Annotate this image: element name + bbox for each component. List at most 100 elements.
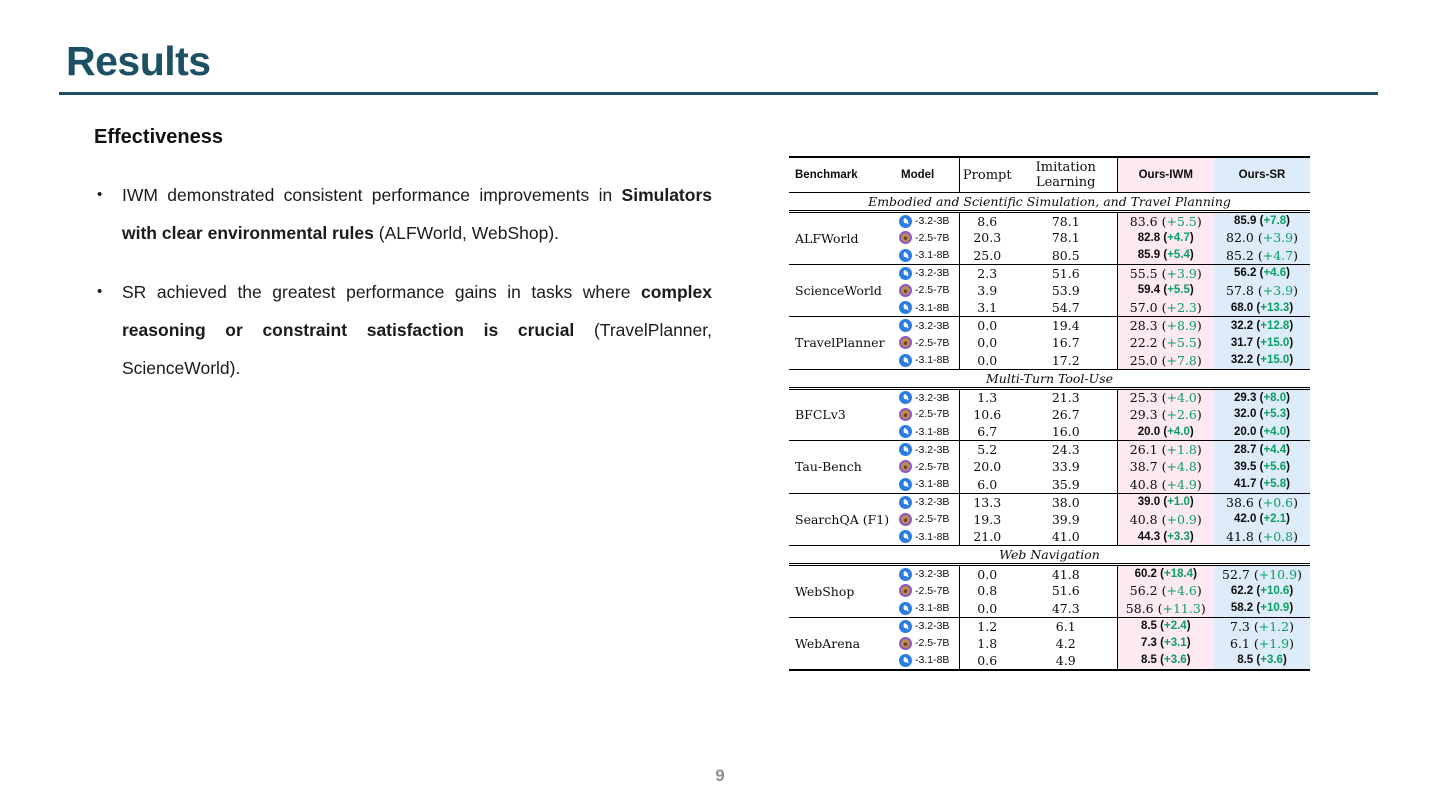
llama-icon bbox=[899, 266, 912, 280]
prompt-score: 3.9 bbox=[958, 281, 1015, 299]
imitation-learning-score: 53.9 bbox=[1051, 282, 1080, 298]
ours-sr-score: 42.0 (+2.1) bbox=[1214, 510, 1310, 528]
ours-sr-score: 31.7 (+15.0) bbox=[1214, 334, 1310, 352]
score-delta: +1.2 bbox=[1258, 618, 1290, 634]
score-value: 39.5 bbox=[1234, 460, 1257, 473]
table-row: -3.1-8B 3.1 54.7 57.0 (+2.3) 68.0 (+13.3) bbox=[789, 299, 1310, 317]
score-delta: +5.5 bbox=[1166, 213, 1197, 229]
ours-iwm-score: 56.2 (+4.6) bbox=[1116, 582, 1214, 600]
model-label: -2.5-7B bbox=[915, 231, 950, 244]
score-delta: +7.8 bbox=[1166, 352, 1197, 368]
llama-icon bbox=[899, 477, 912, 491]
col-header-ours-iwm: Ours-IWM bbox=[1116, 157, 1214, 193]
llama-icon bbox=[899, 248, 912, 262]
ours-iwm-score: 28.3 (+8.9) bbox=[1116, 316, 1214, 334]
model-label: -3.2-3B bbox=[915, 391, 950, 404]
score-delta: +3.9 bbox=[1262, 230, 1294, 246]
qwen-icon bbox=[899, 512, 912, 526]
ours-iwm-score: 22.2 (+5.5) bbox=[1116, 334, 1214, 352]
table-row: SearchQA (F1) -3.2-3B 13.3 38.0 39.0 (+1.0) 3… bbox=[789, 493, 1310, 527]
model-label: -3.1-8B bbox=[915, 602, 950, 614]
model-cell: -3.2-3B bbox=[895, 317, 959, 335]
llama-icon bbox=[899, 619, 912, 633]
imitation-learning-score: 17.2 bbox=[1051, 352, 1080, 368]
table-row: -3.1-8B 21.0 41.0 44.3 (+3.3) 41.8 (+0.8) bbox=[789, 528, 1310, 546]
model-cell: -3.1-8B bbox=[895, 352, 959, 370]
table-row: WebArena -3.2-3B 1.2 6.1 8.5 (+2.4) 7.3 (+1.2… bbox=[789, 617, 1310, 651]
prompt-score: 21.0 bbox=[958, 528, 1015, 546]
llama-icon bbox=[899, 567, 912, 581]
ours-sr-score: 20.0 (+4.0) bbox=[1214, 423, 1310, 441]
score-delta: +2.1 bbox=[1263, 513, 1287, 526]
ours-sr-score: 82.0 (+3.9) bbox=[1214, 229, 1310, 247]
imitation-learning-score: 4.9 bbox=[1055, 652, 1076, 668]
score-value: 82.0 bbox=[1226, 230, 1254, 246]
model-label: -3.2-3B bbox=[915, 443, 950, 456]
score-value: 41.7 bbox=[1234, 478, 1257, 490]
qwen-icon bbox=[899, 636, 912, 650]
ours-sr-score: 58.2 (+10.9) bbox=[1214, 599, 1310, 617]
score-delta: +4.7 bbox=[1262, 247, 1294, 263]
ours-iwm-score: 40.8 (+4.9) bbox=[1116, 475, 1214, 493]
imitation-learning-score: 38.0 bbox=[1051, 494, 1080, 510]
score-delta: +8.9 bbox=[1166, 318, 1197, 333]
imitation-learning-score: 24.3 bbox=[1051, 442, 1080, 457]
score-delta: +3.3 bbox=[1167, 530, 1190, 543]
table-header-row: Benchmark Model Prompt Imitation Learning Ou… bbox=[789, 157, 1310, 193]
ours-sr-score: 57.8 (+3.9) bbox=[1214, 281, 1310, 299]
score-delta: +15.0 bbox=[1260, 354, 1290, 366]
imitation-learning-score: 19.4 bbox=[1051, 318, 1080, 333]
score-value: 52.7 bbox=[1222, 566, 1250, 582]
title-divider bbox=[59, 92, 1378, 95]
model-cell: -2.5-7B bbox=[895, 458, 959, 476]
bullet-item: SR achieved the greatest performance gai… bbox=[94, 273, 712, 387]
benchmark-name: Tau-Bench bbox=[795, 459, 862, 475]
results-table-wrap: Benchmark Model Prompt Imitation Learning Ou… bbox=[789, 156, 1310, 671]
score-value: 39.0 bbox=[1137, 496, 1161, 508]
ours-iwm-score: 7.3 (+3.1) bbox=[1116, 634, 1214, 652]
llama-icon bbox=[899, 301, 912, 314]
table-row: -2.5-7B 10.6 26.7 29.3 (+2.6) 32.0 (+5.3) bbox=[789, 405, 1310, 423]
model-cell: -3.2-3B bbox=[895, 565, 959, 583]
bullet-text: (TravelPlanner, ScienceWorld). bbox=[122, 320, 712, 378]
score-delta: +10.6 bbox=[1260, 584, 1290, 597]
model-label: -3.2-3B bbox=[915, 267, 950, 279]
benchmark-group: BFCLv3 -3.2-3B 1.3 21.3 25.3 (+4.0) 29.3 (+8.… bbox=[789, 388, 1310, 441]
section-title: Multi-Turn Tool-Use bbox=[985, 370, 1114, 386]
prompt-score: 0.0 bbox=[958, 599, 1015, 617]
model-label: -3.1-8B bbox=[915, 354, 950, 366]
llama-icon bbox=[899, 495, 912, 509]
score-value: 85.9 bbox=[1137, 249, 1161, 261]
score-value: 85.9 bbox=[1234, 215, 1257, 227]
score-delta: +5.5 bbox=[1167, 284, 1190, 297]
llama-icon bbox=[899, 443, 912, 456]
score-delta: +1.9 bbox=[1258, 635, 1290, 651]
score-delta: +2.3 bbox=[1166, 300, 1197, 315]
ours-iwm-score: 59.4 (+5.5) bbox=[1116, 281, 1214, 299]
score-value: 57.8 bbox=[1226, 282, 1254, 298]
table-row: WebShop -3.2-3B 0.0 41.8 60.2 (+18.4) 52.7 (+… bbox=[789, 564, 1310, 599]
score-delta: +5.5 bbox=[1166, 335, 1197, 351]
model-label: -2.5-7B bbox=[915, 408, 950, 421]
model-label: -3.1-8B bbox=[915, 478, 950, 490]
imitation-learning-score: 51.6 bbox=[1051, 583, 1080, 599]
bullet-text: IWM demonstrated consistent performance … bbox=[122, 185, 622, 205]
score-value: 22.2 bbox=[1129, 335, 1158, 351]
benchmark-name: BFCLv3 bbox=[795, 407, 846, 423]
score-delta: +3.9 bbox=[1262, 282, 1294, 298]
model-label: -3.1-8B bbox=[915, 249, 950, 261]
model-label: -3.2-3B bbox=[915, 319, 950, 332]
score-delta: +2.6 bbox=[1166, 406, 1197, 422]
model-cell: -3.2-3B bbox=[895, 493, 959, 511]
score-value: 82.8 bbox=[1137, 231, 1161, 244]
table-row: ALFWorld -3.2-3B 8.6 78.1 83.6 (+5.5) 85.9 (+… bbox=[789, 211, 1310, 246]
score-delta: +4.6 bbox=[1263, 267, 1287, 279]
ours-iwm-score: 57.0 (+2.3) bbox=[1116, 299, 1214, 317]
score-value: 56.2 bbox=[1129, 583, 1158, 599]
model-label: -3.2-3B bbox=[915, 620, 950, 632]
section-title-row: Multi-Turn Tool-Use bbox=[789, 369, 1310, 388]
ours-sr-score: 41.7 (+5.8) bbox=[1214, 475, 1310, 493]
ours-sr-score: 68.0 (+13.3) bbox=[1214, 299, 1310, 317]
ours-iwm-score: 40.8 (+0.9) bbox=[1116, 510, 1214, 528]
table-row: -2.5-7B 20.0 33.9 38.7 (+4.8) 39.5 (+5.6) bbox=[789, 458, 1310, 476]
